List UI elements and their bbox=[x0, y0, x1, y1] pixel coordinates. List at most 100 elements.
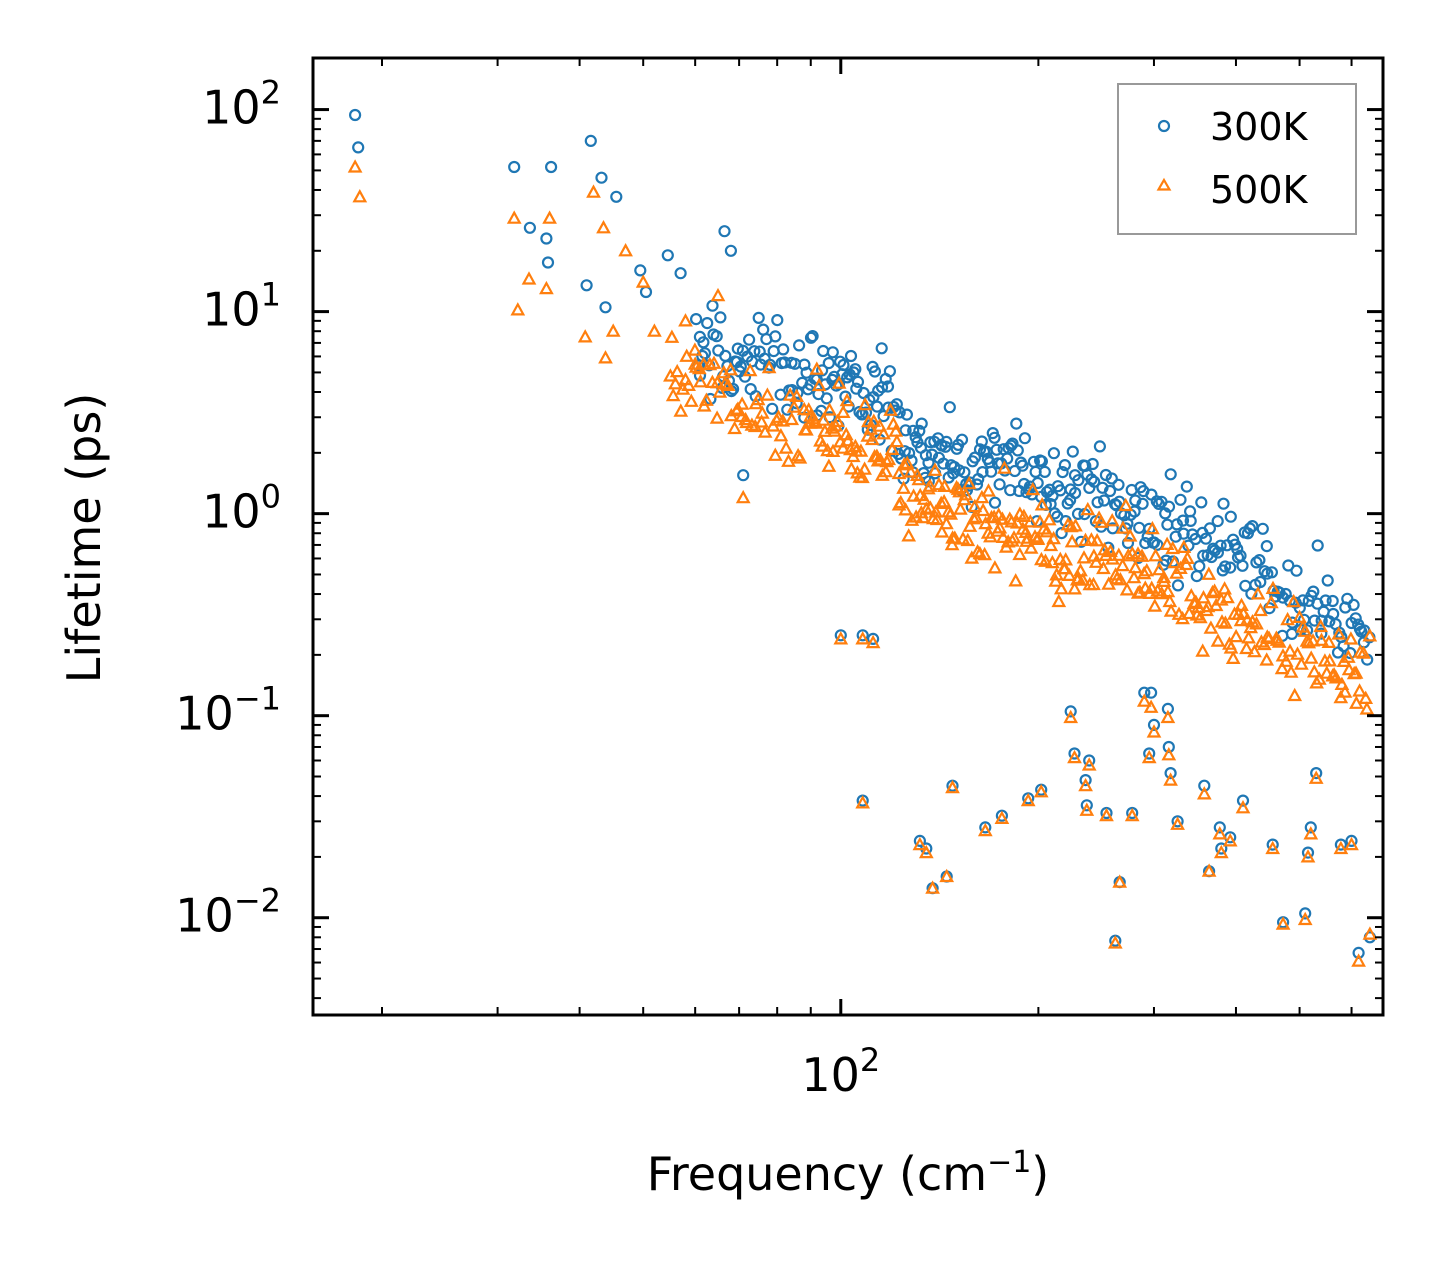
500k-point bbox=[1236, 605, 1251, 620]
500k-point bbox=[835, 404, 851, 418]
300k-point bbox=[1035, 455, 1049, 468]
500k-point bbox=[1341, 661, 1357, 676]
500k-point bbox=[750, 391, 766, 406]
300k-point bbox=[1215, 842, 1228, 855]
300k-point bbox=[1174, 493, 1187, 506]
300k-point bbox=[1282, 559, 1295, 572]
300k-point bbox=[940, 435, 953, 448]
500k-point bbox=[1201, 566, 1217, 580]
300k-point bbox=[1150, 495, 1163, 508]
500k-point bbox=[1239, 640, 1254, 655]
500k-point bbox=[953, 501, 968, 515]
500k-point bbox=[844, 461, 859, 475]
500k-point bbox=[977, 546, 992, 561]
500k-point bbox=[1025, 481, 1041, 496]
500k-point bbox=[347, 159, 363, 173]
500k-point bbox=[830, 413, 845, 427]
500k-point bbox=[1156, 573, 1172, 587]
300k-point bbox=[738, 370, 752, 383]
500k-point bbox=[896, 457, 912, 471]
300k-point bbox=[1349, 612, 1362, 625]
300k-point bbox=[833, 355, 847, 368]
500k-point bbox=[853, 443, 869, 457]
500k-point bbox=[947, 530, 963, 544]
500k-point bbox=[864, 431, 880, 446]
300k-point bbox=[508, 160, 521, 174]
300k-point bbox=[1080, 799, 1093, 812]
500k-point bbox=[1297, 623, 1313, 637]
legend-label-500k: 500K bbox=[1210, 168, 1309, 212]
500k-point bbox=[1265, 580, 1281, 594]
500k-point bbox=[775, 413, 791, 427]
300k-point bbox=[737, 469, 750, 482]
500k-point bbox=[1344, 836, 1359, 851]
500k-point bbox=[857, 396, 873, 411]
300k-point bbox=[1345, 834, 1358, 848]
500k-point bbox=[1306, 664, 1322, 678]
500k-point bbox=[1128, 559, 1143, 574]
500k-point bbox=[675, 381, 691, 395]
500k-point bbox=[1051, 593, 1067, 608]
300k-point bbox=[544, 160, 558, 174]
500k-point bbox=[1292, 609, 1307, 623]
300k-point bbox=[1056, 466, 1069, 479]
500k-point bbox=[598, 350, 613, 364]
500k-point bbox=[884, 441, 900, 455]
300k-point bbox=[1047, 447, 1061, 460]
500k-point bbox=[912, 836, 928, 851]
500k-point bbox=[1058, 552, 1074, 566]
300k-point bbox=[1301, 846, 1315, 859]
500k-point bbox=[1234, 597, 1249, 611]
500k-point bbox=[883, 402, 898, 416]
500k-point bbox=[927, 462, 943, 476]
300k-point bbox=[1190, 569, 1203, 583]
300k-point bbox=[769, 330, 782, 343]
300k-point bbox=[804, 331, 818, 344]
500k-point bbox=[1223, 640, 1239, 654]
500k-point bbox=[1201, 863, 1217, 877]
500k-point bbox=[1303, 826, 1319, 840]
300k-point bbox=[1224, 561, 1237, 574]
300k-point bbox=[881, 380, 895, 393]
500k-point bbox=[1249, 616, 1264, 630]
300k-point bbox=[792, 339, 806, 352]
300k-point bbox=[899, 424, 912, 437]
500k-point bbox=[1222, 833, 1238, 847]
500k-point bbox=[995, 529, 1011, 543]
500k-point bbox=[1235, 800, 1251, 814]
500k-point bbox=[825, 443, 841, 457]
500k-point bbox=[1118, 497, 1134, 512]
300k-point bbox=[1097, 494, 1111, 507]
legend: 300K 500K bbox=[1117, 83, 1357, 235]
500k-point bbox=[831, 375, 847, 389]
500k-point bbox=[934, 524, 950, 538]
300k-point bbox=[1164, 468, 1177, 481]
300k-point bbox=[1315, 627, 1328, 640]
500k-point bbox=[710, 287, 726, 302]
300k-point bbox=[866, 632, 880, 646]
500k-point bbox=[1041, 512, 1057, 526]
500k-point bbox=[773, 428, 789, 442]
500k-point bbox=[1145, 520, 1160, 535]
500k-point bbox=[937, 478, 952, 492]
500k-point bbox=[596, 220, 611, 234]
300k-point bbox=[1211, 514, 1224, 528]
500k-point bbox=[962, 518, 978, 532]
500k-point bbox=[1115, 520, 1131, 534]
300k-point bbox=[798, 358, 811, 371]
300k-point bbox=[1068, 486, 1082, 500]
500k-point bbox=[1034, 497, 1050, 511]
300k-point bbox=[943, 401, 956, 414]
300k-point bbox=[915, 417, 928, 430]
500k-point bbox=[1143, 699, 1159, 713]
500k-point bbox=[1218, 615, 1233, 629]
500k-point bbox=[669, 363, 685, 378]
500k-point bbox=[857, 461, 872, 475]
500k-point bbox=[968, 509, 984, 523]
500k-point bbox=[952, 484, 967, 498]
300k-point bbox=[1147, 718, 1161, 732]
500k-point bbox=[809, 361, 825, 375]
300k-point bbox=[1129, 494, 1142, 507]
300k-point bbox=[817, 344, 830, 358]
500k-point bbox=[1314, 632, 1329, 646]
